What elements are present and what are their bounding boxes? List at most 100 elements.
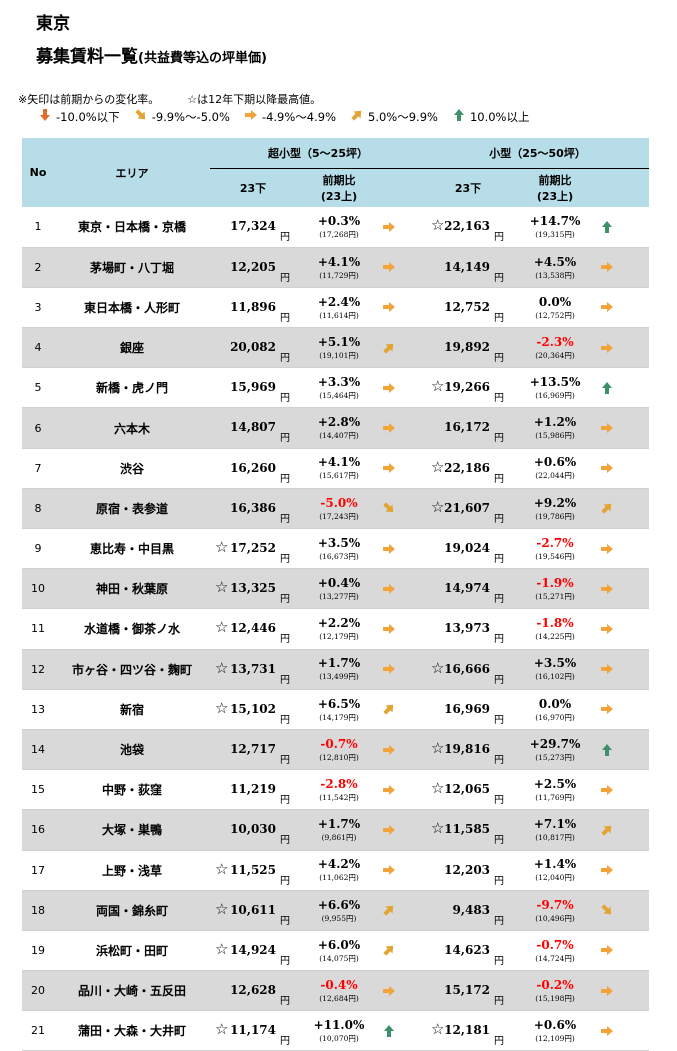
- row-number: 19: [22, 930, 54, 972]
- arrow-right-icon: [382, 823, 426, 837]
- arrow-right-icon: [600, 622, 649, 636]
- legend-label: -10.0%以下: [56, 109, 120, 124]
- small-change-cell: +0.4% (13,277円): [296, 568, 382, 610]
- medium-change-cell: -1.9% (15,271円): [510, 568, 601, 610]
- arrow-up-icon: [600, 743, 649, 757]
- medium-previous-rent: (13,538円): [535, 270, 575, 280]
- medium-rent-cell: ☆ 12,181 円: [426, 1010, 511, 1051]
- small-change-percent: +11.0%: [313, 1018, 365, 1033]
- row-number: 15: [22, 769, 54, 811]
- arrow-right-icon: [382, 984, 426, 998]
- arrow-up-icon: [600, 381, 649, 395]
- row-number: 6: [22, 407, 54, 449]
- medium-rent-value: 14,623: [444, 942, 491, 957]
- yen-unit: 円: [280, 594, 290, 606]
- row-number: 17: [22, 850, 54, 891]
- small-trend-cell: [382, 407, 427, 449]
- small-change-cell: +2.8% (14,407円): [296, 407, 382, 449]
- small-change-cell: -0.4% (12,684円): [296, 970, 382, 1012]
- medium-change-cell: -9.7% (10,496円): [510, 890, 601, 931]
- area-name: 蒲田・大森・大井町: [54, 1010, 210, 1051]
- yen-unit: 円: [494, 232, 505, 243]
- area-name: 新橋・虎ノ門: [54, 367, 210, 409]
- row-number: 8: [22, 488, 54, 530]
- small-rent-cell: ☆ 14,924 円: [210, 930, 296, 972]
- header-period-medium: 23下: [426, 168, 511, 207]
- table-row: 1 東京・日本橋・京橋 17,324 円 +0.3% (17,268円) ☆ 22,163 円 +…: [22, 207, 650, 248]
- row-number: 20: [22, 970, 54, 1012]
- table-row: 11 水道橋・御茶ノ水 ☆ 12,446 円 +2.2% (12,179円) 13,973 円 -…: [22, 608, 650, 650]
- small-change-cell: +4.1% (15,617円): [296, 448, 382, 489]
- yen-unit: 円: [280, 473, 290, 485]
- medium-rent-cell: ☆ 21,607 円: [426, 488, 511, 530]
- header-ratio-period: (23上): [320, 190, 358, 203]
- header-ratio-medium: 前期比 (23上): [510, 168, 601, 207]
- medium-rent-value: 16,969: [444, 701, 491, 716]
- area-name: 大塚・巣鴨: [54, 809, 210, 851]
- medium-rent-cell: 14,623 円: [426, 930, 511, 972]
- area-name: 渋谷: [54, 448, 210, 489]
- medium-previous-rent: (19,546円): [535, 551, 575, 561]
- medium-trend-cell: [600, 649, 650, 690]
- small-rent-value: 15,102: [230, 701, 276, 716]
- arrow-up-icon: [600, 220, 649, 234]
- medium-rent-cell: ☆ 16,666 円: [426, 649, 511, 690]
- small-trend-cell: [382, 930, 427, 972]
- yen-unit: 円: [494, 634, 505, 646]
- header-ratio-label: 前期比: [538, 174, 572, 187]
- small-trend-cell: [382, 207, 427, 248]
- small-previous-rent: (12,179円): [319, 632, 359, 642]
- small-change-cell: -5.0% (17,243円): [296, 488, 382, 530]
- small-rent-cell: 11,896 円: [210, 287, 296, 329]
- small-change-percent: +3.3%: [317, 375, 361, 390]
- record-high-star-icon: ☆: [215, 859, 229, 878]
- medium-trend-cell: [600, 407, 650, 449]
- small-rent-value: 10,030: [230, 822, 276, 837]
- table-row: 19 浜松町・田町 ☆ 14,924 円 +6.0% (14,075円) 14,623 円 -0.…: [22, 930, 650, 972]
- medium-change-percent: -1.8%: [536, 616, 574, 631]
- area-name: 東京・日本橋・京橋: [54, 207, 210, 248]
- small-rent-cell: 14,807 円: [210, 407, 296, 449]
- medium-rent-value: 19,816: [444, 741, 491, 756]
- medium-rent-cell: 13,973 円: [426, 608, 511, 650]
- row-number: 5: [22, 367, 54, 409]
- medium-trend-cell: [600, 809, 650, 851]
- arrow-right-icon: [600, 863, 649, 877]
- arrow-right-icon: [600, 421, 649, 435]
- yen-unit: 円: [280, 955, 290, 967]
- small-previous-rent: (15,464円): [319, 391, 359, 401]
- small-change-cell: +2.4% (11,614円): [296, 287, 382, 329]
- medium-change-cell: +3.5% (16,102円): [510, 649, 601, 690]
- record-high-star-icon: ☆: [431, 819, 445, 838]
- table-title-main: 募集賃料一覧: [36, 47, 138, 67]
- arrow-right-icon: [600, 542, 649, 556]
- medium-change-cell: +7.1% (10,817円): [510, 809, 601, 851]
- medium-rent-cell: ☆ 11,585 円: [426, 809, 511, 851]
- medium-previous-rent: (19,315円): [535, 230, 575, 240]
- medium-rent-value: 13,973: [444, 621, 491, 636]
- medium-rent-value: 11,585: [444, 822, 491, 837]
- medium-rent-value: 22,186: [444, 460, 491, 475]
- small-rent-value: 11,174: [230, 1023, 276, 1038]
- arrow-right-icon: [600, 783, 649, 797]
- medium-trend-cell: [600, 207, 650, 248]
- medium-rent-value: 14,974: [444, 581, 491, 596]
- yen-unit: 円: [280, 513, 290, 525]
- medium-rent-value: 12,752: [444, 299, 491, 314]
- small-rent-value: 15,969: [230, 380, 276, 395]
- arrow-right-icon: [600, 662, 649, 676]
- small-trend-cell: [382, 689, 427, 730]
- small-previous-rent: (16,673円): [319, 551, 359, 561]
- small-change-cell: +1.7% (9,861円): [296, 809, 382, 851]
- legend-label: -4.9%〜4.9%: [261, 109, 337, 124]
- medium-trend-cell: [600, 327, 650, 369]
- yen-unit: 円: [494, 714, 505, 726]
- yen-unit: 円: [494, 513, 505, 525]
- medium-change-percent: +2.5%: [533, 776, 577, 791]
- area-name: 茅場町・八丁堀: [54, 247, 210, 288]
- medium-trend-cell: [600, 608, 650, 650]
- small-previous-rent: (14,179円): [319, 712, 359, 722]
- medium-trend-cell: [600, 769, 650, 811]
- medium-change-cell: -2.3% (20,364円): [510, 327, 601, 369]
- notes: ※矢印は前期からの変化率。 ☆は12年下期以降最高値。: [18, 91, 321, 107]
